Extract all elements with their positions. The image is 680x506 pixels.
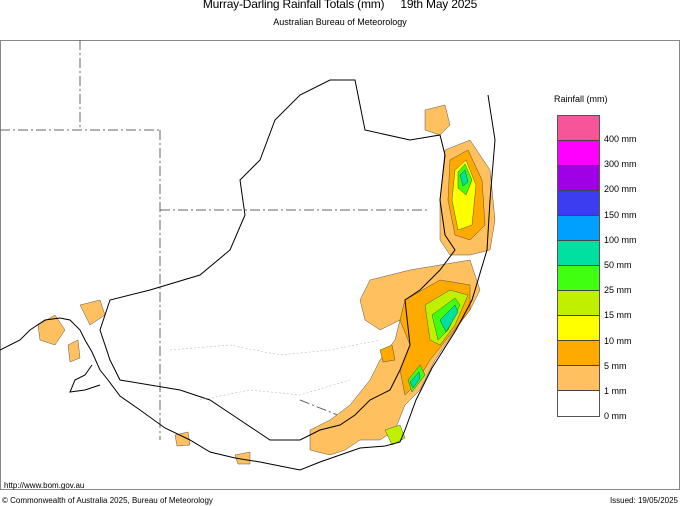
legend-label: 100 mm xyxy=(604,234,637,245)
legend-label: 300 mm xyxy=(604,159,637,170)
copyright: © Commonwealth of Australia 2025, Bureau… xyxy=(2,496,213,505)
map-title: Murray-Darling Rainfall Totals (mm) 19th … xyxy=(0,0,680,11)
legend-label: 150 mm xyxy=(604,209,637,220)
legend-swatch xyxy=(558,216,599,241)
legend-swatch xyxy=(558,316,599,341)
map-subtitle: Australian Bureau of Meteorology xyxy=(273,17,407,27)
title-text: Murray-Darling Rainfall Totals (mm) xyxy=(202,0,385,11)
legend-swatch xyxy=(558,166,599,191)
legend-label: 10 mm xyxy=(604,335,632,346)
legend-swatch xyxy=(558,141,599,166)
rainfall-fills xyxy=(37,104,496,465)
legend-label: 1 mm xyxy=(604,386,627,396)
legend-label: 50 mm xyxy=(604,260,632,270)
legend-label: 5 mm xyxy=(604,360,627,371)
website-url: http://www.bom.gov.au xyxy=(4,481,85,490)
region-lines xyxy=(169,339,381,401)
legend-swatch xyxy=(558,191,599,216)
basin-boundary xyxy=(99,79,456,441)
legend-swatch xyxy=(558,366,599,391)
legend-label: 15 mm xyxy=(604,310,632,321)
legend-label: 400 mm xyxy=(604,134,637,144)
title-date: 19th May 2025 xyxy=(400,0,478,11)
legend-swatch xyxy=(558,341,599,366)
legend-swatch xyxy=(558,241,599,266)
state-borders xyxy=(0,40,430,441)
legend-swatch xyxy=(558,266,599,291)
legend-label: 200 mm xyxy=(604,184,637,195)
legend-title: Rainfall (mm) xyxy=(554,94,608,104)
legend-label: 0 mm xyxy=(604,411,627,422)
legend-swatch xyxy=(558,391,599,416)
legend-swatch xyxy=(558,116,599,141)
legend-label: 25 mm xyxy=(604,285,632,296)
legend-colorbar xyxy=(557,115,600,417)
issued-date: Issued: 19/05/2025 xyxy=(609,496,678,505)
coastline xyxy=(0,94,496,471)
legend-swatch xyxy=(558,291,599,316)
